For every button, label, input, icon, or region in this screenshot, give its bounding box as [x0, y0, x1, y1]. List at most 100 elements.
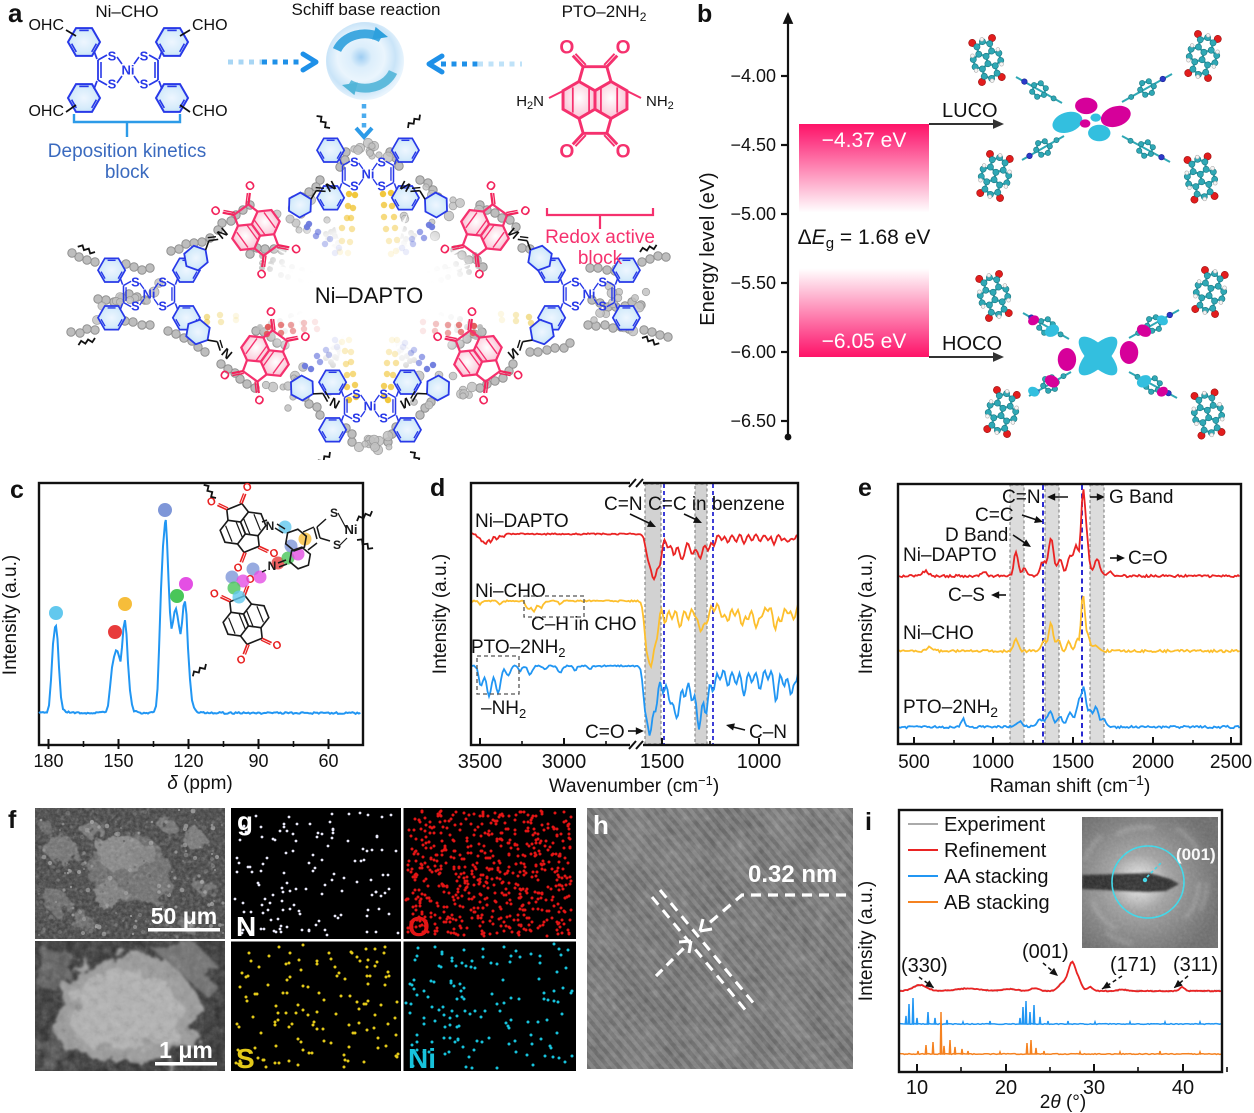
- svg-text:O: O: [208, 202, 224, 219]
- svg-text:2θ (°): 2θ (°): [1040, 1092, 1086, 1113]
- svg-text:O: O: [251, 392, 267, 409]
- svg-text:g: g: [237, 806, 253, 836]
- svg-text:b: b: [697, 0, 712, 28]
- svg-text:Redox active: Redox active: [545, 227, 655, 248]
- svg-text:(330): (330): [901, 955, 948, 977]
- svg-text:–NH2: –NH2: [481, 698, 526, 721]
- svg-text:1 μm: 1 μm: [159, 1037, 213, 1063]
- svg-text:2500: 2500: [1210, 752, 1252, 773]
- svg-text:S: S: [377, 155, 386, 170]
- svg-text:S: S: [236, 1043, 255, 1074]
- svg-text:Wavenumber (cm−1): Wavenumber (cm−1): [549, 773, 719, 797]
- svg-text:Deposition kinetics: Deposition kinetics: [48, 141, 206, 162]
- svg-text:20: 20: [995, 1077, 1017, 1099]
- svg-text:NH2: NH2: [646, 93, 674, 112]
- svg-text:AB stacking: AB stacking: [944, 892, 1050, 914]
- svg-text:Ni–DAPTO: Ni–DAPTO: [903, 545, 997, 566]
- svg-text:150: 150: [103, 751, 133, 771]
- svg-text:d: d: [430, 474, 445, 502]
- svg-text:CHO: CHO: [192, 103, 228, 120]
- svg-text:S: S: [352, 410, 361, 425]
- svg-text:Energy level (eV): Energy level (eV): [697, 172, 719, 325]
- svg-text:O: O: [271, 639, 284, 653]
- svg-text:N: N: [327, 394, 342, 412]
- svg-text:50 μm: 50 μm: [151, 903, 218, 929]
- svg-text:3000: 3000: [542, 751, 587, 773]
- svg-text:D Band: D Band: [945, 525, 1008, 546]
- svg-text:S: S: [330, 506, 338, 520]
- svg-text:Experiment: Experiment: [944, 814, 1046, 836]
- svg-text:AA stacking: AA stacking: [944, 866, 1049, 888]
- svg-text:Ni–CHO: Ni–CHO: [903, 623, 974, 644]
- svg-text:−4.00: −4.00: [730, 66, 776, 86]
- svg-text:Ni–DAPTO: Ni–DAPTO: [315, 283, 423, 308]
- svg-text:−4.50: −4.50: [730, 135, 776, 155]
- svg-text:10: 10: [906, 1077, 928, 1099]
- svg-text:block: block: [105, 162, 150, 183]
- svg-text:Ni: Ni: [143, 287, 156, 302]
- svg-text:N: N: [266, 519, 275, 533]
- svg-text:h: h: [593, 810, 609, 840]
- svg-text:500: 500: [898, 752, 930, 773]
- svg-text:S: S: [350, 155, 359, 170]
- svg-text:ΔEg = 1.68 eV: ΔEg = 1.68 eV: [798, 226, 931, 252]
- svg-text:PTO–2NH2: PTO–2NH2: [903, 697, 998, 720]
- svg-text:PTO–2NH2: PTO–2NH2: [562, 2, 647, 24]
- svg-text:N: N: [398, 394, 413, 412]
- svg-text:CHO: CHO: [192, 17, 228, 34]
- svg-text:−4.37 eV: −4.37 eV: [822, 129, 907, 152]
- svg-text:e: e: [858, 474, 872, 502]
- svg-text:1500: 1500: [1052, 752, 1094, 773]
- svg-text:180: 180: [33, 751, 63, 771]
- svg-text:Ni: Ni: [362, 167, 375, 182]
- svg-text:S: S: [131, 298, 140, 313]
- svg-text:−6.05 eV: −6.05 eV: [822, 330, 907, 353]
- svg-text:O: O: [242, 177, 258, 194]
- svg-text:S: S: [333, 538, 341, 552]
- svg-text:S: S: [352, 387, 361, 402]
- svg-text:(171): (171): [1110, 954, 1157, 976]
- svg-text:Ni: Ni: [122, 63, 135, 78]
- svg-text:S: S: [571, 275, 580, 290]
- svg-text:G Band: G Band: [1109, 487, 1173, 508]
- svg-text:Ni: Ni: [408, 1043, 436, 1074]
- svg-text:60: 60: [318, 751, 338, 771]
- svg-text:Ni–DAPTO: Ni–DAPTO: [475, 511, 569, 532]
- svg-text:N: N: [268, 559, 277, 573]
- svg-text:a: a: [8, 0, 23, 28]
- svg-text:O: O: [408, 911, 430, 942]
- svg-text:Ni: Ni: [345, 522, 358, 537]
- svg-text:O: O: [476, 391, 492, 408]
- svg-text:S: S: [140, 49, 149, 64]
- svg-text:−6.00: −6.00: [730, 342, 776, 362]
- svg-text:S: S: [158, 275, 167, 290]
- svg-text:30: 30: [1083, 1077, 1105, 1099]
- svg-text:O: O: [616, 141, 631, 162]
- svg-text:block: block: [578, 248, 623, 269]
- svg-text:Ni–CHO: Ni–CHO: [95, 2, 158, 21]
- svg-text:C=N: C=N: [604, 494, 643, 515]
- svg-text:OHC: OHC: [28, 103, 64, 120]
- svg-text:3500: 3500: [458, 751, 503, 773]
- svg-text:1000: 1000: [972, 752, 1014, 773]
- svg-text:Intensity (a.u.): Intensity (a.u.): [430, 554, 451, 674]
- svg-text:S: S: [108, 77, 117, 92]
- svg-text:S: S: [140, 77, 149, 92]
- svg-text:0.32 nm: 0.32 nm: [748, 861, 837, 888]
- svg-text:N: N: [236, 911, 256, 942]
- svg-text:C=O: C=O: [1128, 548, 1168, 569]
- svg-text:90: 90: [248, 751, 268, 771]
- svg-text:Ni: Ni: [583, 287, 596, 302]
- svg-text:S: S: [379, 387, 388, 402]
- svg-text:c: c: [10, 476, 24, 504]
- svg-text:Intensity (a.u.): Intensity (a.u.): [856, 554, 877, 674]
- svg-text:C–N: C–N: [749, 722, 787, 743]
- svg-text:Ni–CHO: Ni–CHO: [475, 581, 546, 602]
- svg-text:Schiff base reaction: Schiff base reaction: [292, 0, 441, 19]
- svg-text:O: O: [483, 177, 499, 194]
- svg-text:120: 120: [173, 751, 203, 771]
- svg-text:OHC: OHC: [28, 17, 64, 34]
- svg-text:(311): (311): [1173, 954, 1218, 976]
- svg-text:f: f: [8, 806, 17, 834]
- svg-text:O: O: [517, 202, 533, 219]
